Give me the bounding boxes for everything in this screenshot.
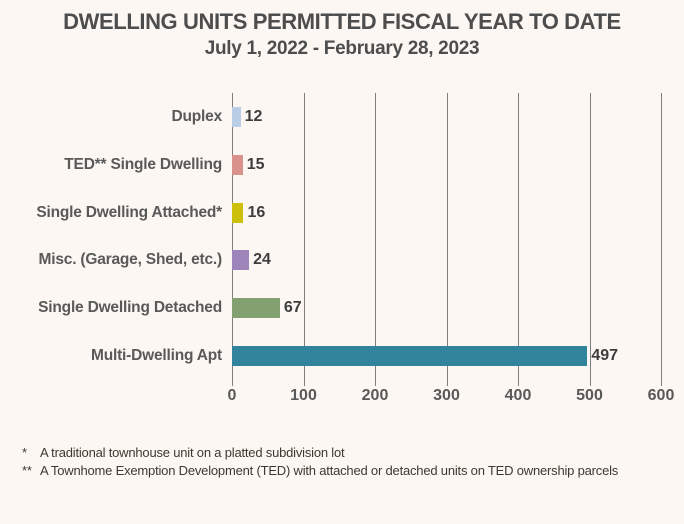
footnotes: * A traditional townhouse unit on a plat…	[22, 444, 672, 480]
axis-tick	[589, 380, 591, 386]
gridline	[661, 93, 662, 380]
x-axis-labels: 0 100 200 300 400 500 600	[228, 387, 675, 409]
footnote-1-text: A traditional townhouse unit on a platte…	[40, 445, 345, 460]
bar-row: 15	[232, 141, 661, 189]
chart-title: DWELLING UNITS PERMITTED FISCAL YEAR TO …	[0, 8, 684, 62]
axis-tick	[518, 380, 519, 386]
gridline	[518, 93, 519, 380]
gridline	[375, 93, 376, 380]
axis-tick	[303, 380, 305, 386]
category-label: TED** Single Dwelling	[64, 155, 222, 173]
category-label: Single Dwelling Attached*	[36, 203, 222, 221]
axis-tick	[232, 380, 233, 386]
chart-title-line2: July 1, 2022 - February 28, 2023	[204, 38, 480, 59]
bar	[232, 250, 250, 271]
footnote-2: ** A Townhome Exemption Development (TED…	[22, 462, 672, 480]
gridline	[589, 93, 591, 380]
bar-row: 12	[232, 93, 661, 141]
bar-value-label: 24	[253, 251, 271, 269]
bar	[232, 106, 241, 127]
x-tick-label: 300	[433, 387, 460, 404]
bar	[232, 154, 243, 175]
x-tick-label: 400	[504, 387, 532, 404]
bar-value-label: 67	[283, 299, 302, 317]
bar	[232, 298, 280, 319]
x-tick-label: 0	[227, 387, 237, 404]
x-tick-label: 600	[647, 387, 675, 404]
bar-row: 67	[232, 284, 661, 332]
footnote-1-marker: *	[22, 445, 27, 460]
x-tick-label: 100	[290, 387, 317, 404]
axis-tick	[661, 380, 662, 386]
axis-tick	[446, 380, 448, 386]
bar	[232, 202, 244, 223]
category-label: Single Dwelling Detached	[38, 299, 222, 317]
axis-tick	[375, 380, 376, 386]
category-axis-labels: Duplex TED** Single Dwelling Single Dwelli…	[0, 93, 222, 380]
footnote-2-marker: **	[22, 463, 32, 478]
bar-value-label: 497	[591, 347, 619, 365]
x-tick-label: 500	[576, 387, 603, 404]
footnote-2-text: A Townhome Exemption Development (TED) w…	[40, 463, 619, 478]
bar-row: 24	[232, 236, 661, 284]
footnote-1: * A traditional townhouse unit on a plat…	[22, 444, 672, 462]
category-label: Misc. (Garage, Shed, etc.)	[38, 251, 223, 269]
category-label: Duplex	[171, 107, 223, 125]
plot-area: 12 15 16 24 67 497	[232, 93, 662, 386]
x-tick-label: 200	[361, 387, 389, 404]
chart-title-line1: DWELLING UNITS PERMITTED FISCAL YEAR TO …	[63, 9, 621, 34]
bar-row: 497	[232, 332, 661, 380]
bar-row: 16	[232, 189, 661, 237]
bar-value-label: 16	[247, 203, 266, 221]
bar-value-label: 12	[244, 107, 263, 125]
bar-value-label: 15	[246, 155, 265, 173]
gridline	[446, 93, 448, 380]
category-label: Multi-Dwelling Apt	[91, 347, 222, 365]
bar	[232, 346, 588, 367]
bar-rows: 12 15 16 24 67 497	[232, 93, 661, 380]
gridline	[232, 93, 233, 380]
gridline	[303, 93, 305, 380]
